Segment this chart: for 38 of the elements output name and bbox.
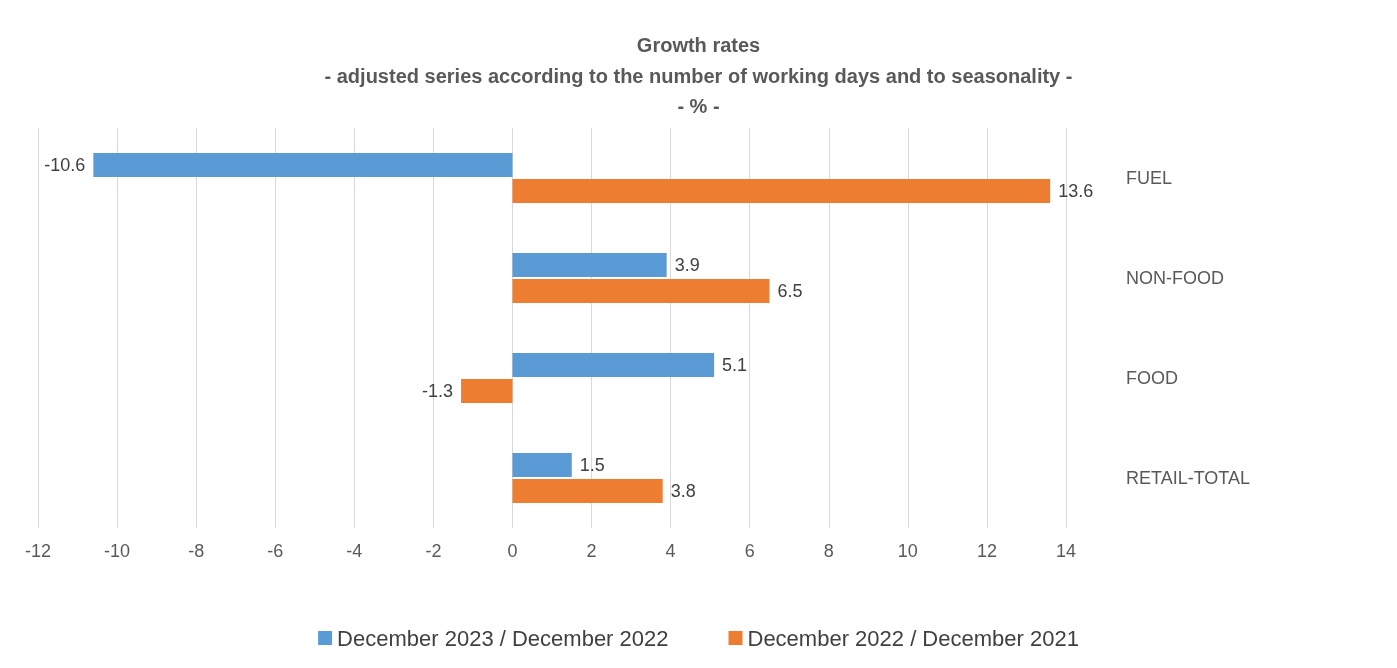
- x-tick-label: -8: [188, 541, 205, 561]
- bar: [461, 378, 513, 403]
- data-label: 1.5: [579, 455, 605, 476]
- legend-label: December 2023 / December 2022: [337, 625, 669, 651]
- x-tick-label: 4: [665, 541, 676, 561]
- y-tick-label: FUEL: [1126, 168, 1173, 188]
- bar: [93, 153, 513, 178]
- x-tick-label: 2: [586, 541, 597, 561]
- data-label: 3.9: [674, 255, 700, 276]
- x-tick-label: 6: [744, 541, 755, 561]
- x-tick-label: 12: [976, 541, 997, 561]
- data-label: -10.6: [44, 155, 86, 176]
- bar: [512, 453, 572, 478]
- chart-subtitle: - adjusted series according to the number of working days and to seasonality - - % -: [324, 65, 1073, 117]
- x-tick-label: -2: [425, 541, 442, 561]
- x-tick-label: 10: [897, 541, 918, 561]
- bar: [512, 353, 715, 378]
- y-tick-label: FOOD: [1126, 368, 1178, 388]
- data-label: 3.8: [670, 480, 696, 501]
- y-tick-label: NON-FOOD: [1126, 268, 1224, 288]
- legend-label: December 2022 / December 2021: [747, 625, 1079, 651]
- x-tick-label: 14: [1055, 541, 1077, 561]
- data-label: -1.3: [422, 380, 454, 401]
- x-tick-label: -6: [267, 541, 284, 561]
- data-label: 13.6: [1058, 180, 1094, 201]
- x-tick-label: 0: [507, 541, 518, 561]
- data-label: 6.5: [777, 280, 803, 301]
- bar: [512, 253, 667, 278]
- x-tick-label: -4: [346, 541, 363, 561]
- bar: [512, 178, 1051, 203]
- data-label: 5.1: [722, 355, 748, 376]
- chart-title: Growth rates: [636, 34, 761, 56]
- x-tick-label: 8: [823, 541, 834, 561]
- bar: [512, 478, 663, 503]
- bar: [512, 278, 770, 303]
- x-tick-label: -10: [104, 541, 131, 561]
- y-tick-label: RETAIL-TOTAL: [1126, 468, 1251, 488]
- x-tick-label: -12: [24, 541, 52, 561]
